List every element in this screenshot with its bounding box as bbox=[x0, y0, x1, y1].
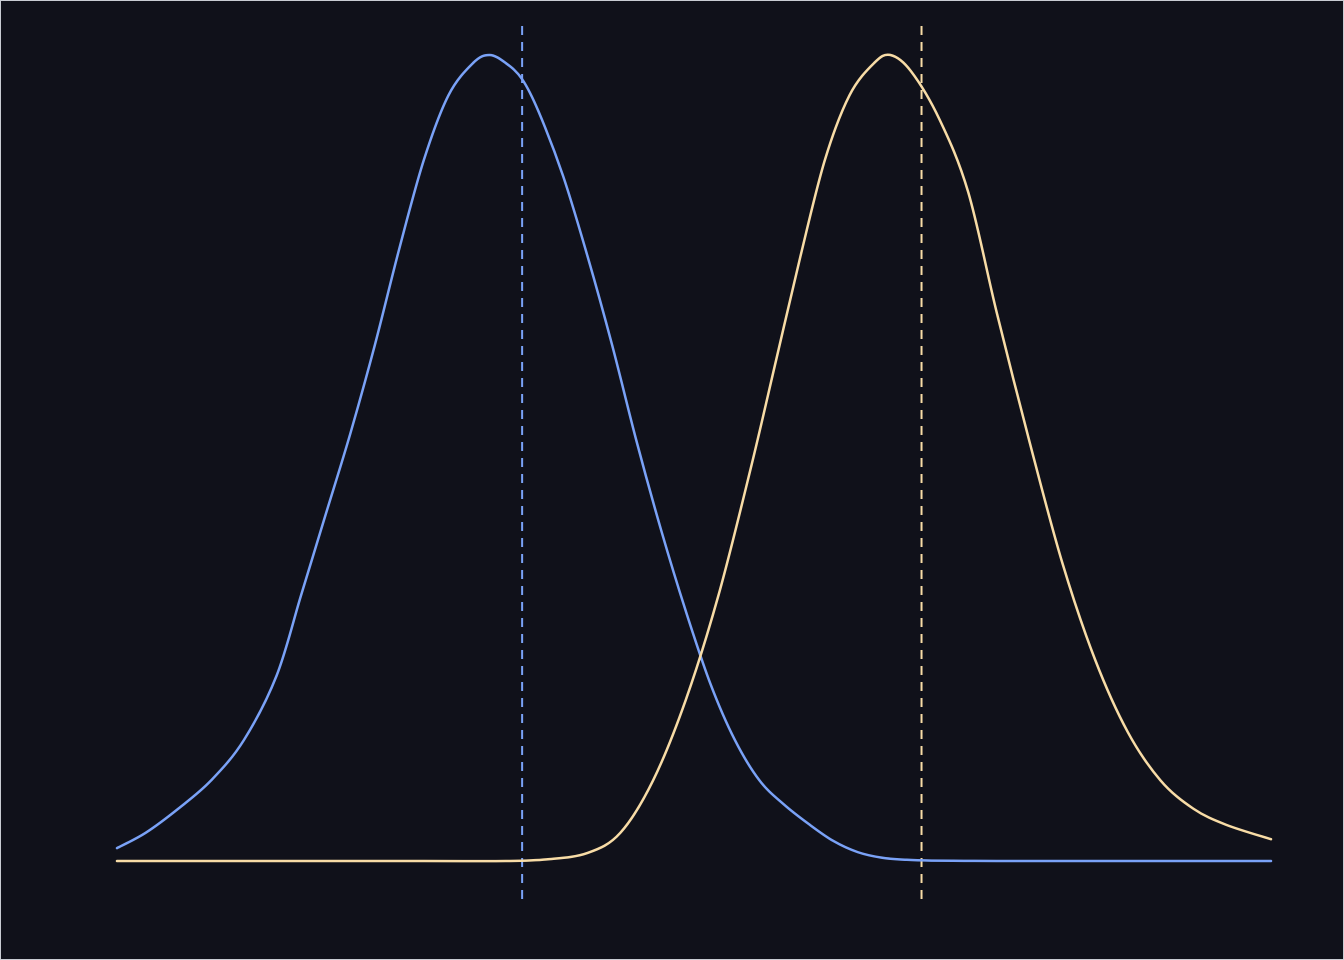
series-line-2 bbox=[115, 53, 1273, 863]
series-lines bbox=[115, 53, 1273, 863]
series-line-1 bbox=[115, 53, 1273, 863]
reference-lines bbox=[521, 26, 923, 902]
